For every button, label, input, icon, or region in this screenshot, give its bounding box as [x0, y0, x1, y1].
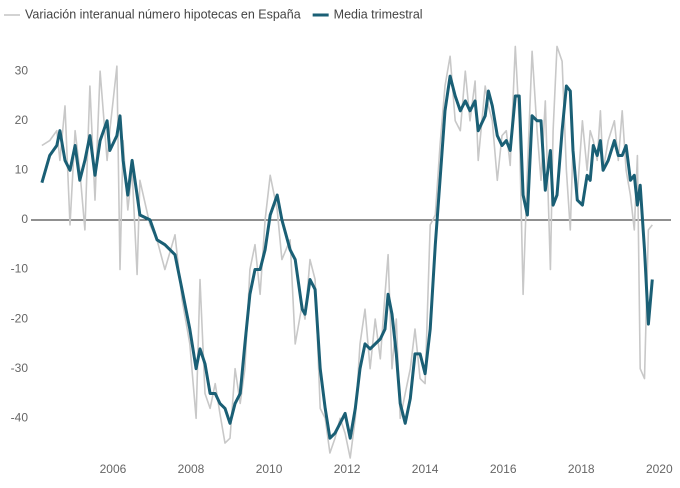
x-tick-label: 2016 [490, 462, 517, 476]
x-tick-label: 2018 [568, 462, 595, 476]
x-tick-label: 2012 [334, 462, 361, 476]
y-tick-label: -20 [11, 311, 29, 325]
series-line [40, 74, 654, 440]
y-tick-label: 30 [15, 63, 29, 77]
y-tick-label: 0 [21, 212, 28, 226]
y-tick-label: -10 [11, 262, 29, 276]
y-tick-label: -40 [11, 410, 29, 424]
x-tick-label: 2014 [412, 462, 439, 476]
x-tick-label: 2006 [100, 462, 127, 476]
y-tick-label: 20 [15, 113, 29, 127]
y-tick-label: -30 [11, 361, 29, 375]
legend-label: Variación interanual número hipotecas en… [25, 7, 301, 21]
y-tick-label: 10 [15, 163, 29, 177]
series-line [41, 45, 653, 459]
x-tick-label: 2020 [646, 462, 673, 476]
x-tick-label: 2008 [178, 462, 205, 476]
x-tick-label: 2010 [256, 462, 283, 476]
legend-label: Media trimestral [334, 7, 423, 21]
